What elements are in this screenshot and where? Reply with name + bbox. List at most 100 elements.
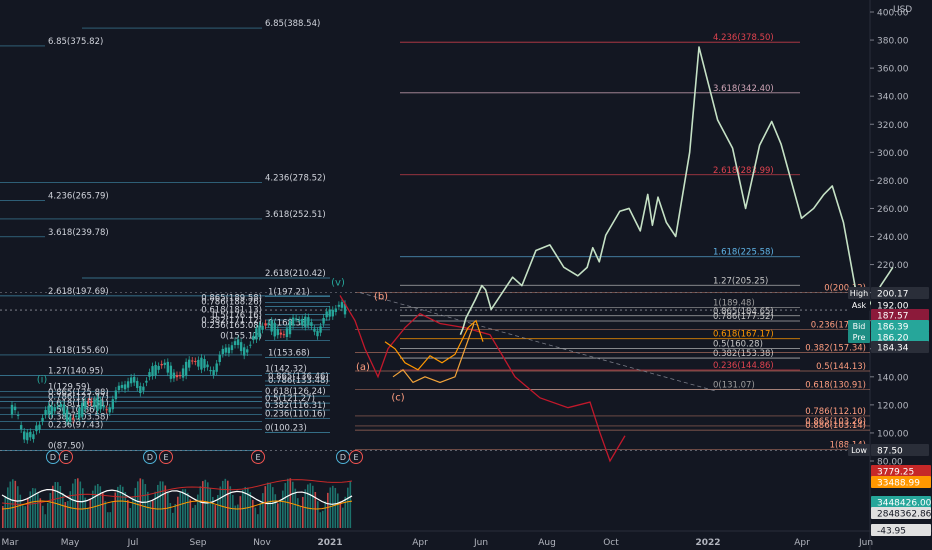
volume-bar	[144, 484, 147, 528]
price-badge-tag	[848, 320, 870, 332]
candle-body	[145, 380, 148, 383]
fib-level-label: 4.236(265.79)	[48, 191, 109, 201]
volume-bar	[262, 493, 264, 528]
price-badge-tag	[848, 444, 870, 456]
volume-bar	[279, 500, 282, 528]
volume-bar	[54, 482, 57, 528]
volume-bar	[339, 501, 342, 528]
volume-bar	[229, 486, 232, 528]
event-marker-circle	[159, 450, 173, 464]
volume-bar	[44, 514, 47, 528]
projection-fib-label: 0.5(160.28)	[713, 339, 763, 349]
candle-body	[99, 399, 102, 410]
fib-level-label: 0.618(116.31)	[48, 399, 109, 409]
volume-bar	[197, 494, 199, 528]
candle-body	[139, 386, 142, 394]
volume-bar	[312, 485, 314, 528]
candle-body	[230, 345, 234, 351]
candle-body	[175, 375, 179, 378]
volume-bar	[22, 505, 24, 528]
projection-fib-label: 2.618(283.99)	[713, 166, 774, 176]
volume-bar	[122, 486, 124, 528]
fib-level-label: 0(87.50)	[48, 441, 84, 451]
event-marker-label: E	[255, 453, 260, 462]
candle-body	[78, 408, 81, 418]
volume-bar	[79, 481, 82, 528]
volume-bar	[332, 485, 334, 528]
retrace-fib-label: 0.236(173.6)	[811, 321, 866, 331]
projection-fib-label: 1.618(225.58)	[713, 248, 774, 258]
candle-body	[32, 434, 35, 440]
fib-level-label: 0.618(126.24)	[265, 387, 326, 397]
volume-bar	[199, 486, 202, 528]
volume-bar	[239, 496, 242, 528]
volume-bar	[259, 502, 262, 528]
volume-bar	[284, 483, 287, 528]
x-tick-label: 2022	[695, 538, 720, 548]
volume-bar	[72, 483, 74, 528]
volume-bar	[209, 488, 212, 528]
fib-level-label: 0.382(171.12)	[201, 316, 262, 326]
candle-body	[117, 385, 121, 391]
y-tick-label: 400.00	[877, 9, 909, 19]
volume-bar	[32, 488, 34, 528]
fib-level-label: 0.236(165.08)	[201, 321, 262, 331]
volume-bar	[324, 501, 327, 528]
volume-bar	[9, 481, 12, 528]
candle-body	[181, 368, 185, 378]
candle-body	[56, 406, 60, 408]
candle-body	[307, 317, 310, 326]
volume-bar	[162, 481, 164, 528]
retrace-fib-label: 0(200.12)	[824, 283, 866, 293]
candle-body	[218, 354, 221, 362]
volume-bar	[107, 512, 109, 528]
fib-level-label: 0.786(188.26)	[201, 298, 262, 308]
x-tick-label: Sep	[190, 538, 207, 548]
volume-bar	[292, 481, 294, 528]
volume-bar	[264, 486, 267, 528]
candle-body	[227, 347, 231, 354]
volume-bar	[234, 505, 237, 528]
x-tick-label: Jun	[858, 538, 873, 548]
volume-bar	[119, 484, 122, 528]
fib-level-label: 1.618(155.60)	[48, 346, 109, 356]
candle-body	[126, 381, 130, 388]
y-tick-label: 140.00	[877, 373, 909, 383]
candle-body	[74, 415, 78, 417]
volume-bar	[74, 478, 77, 528]
x-tick-label: Nov	[253, 538, 271, 548]
fib-level-label: 1(129.59)	[48, 382, 90, 392]
fib-level-label: 0.236(110.16)	[265, 410, 326, 420]
candle-body	[50, 405, 53, 415]
retrace-fib-label: 0.618(130.91)	[805, 381, 866, 391]
volume-bar	[274, 494, 277, 528]
volume-bar	[159, 481, 162, 528]
volume-bar	[254, 507, 257, 528]
volume-bar	[4, 495, 7, 528]
candle-body	[26, 432, 29, 441]
volume-bar	[24, 506, 27, 528]
volume-bar	[267, 482, 269, 528]
event-marker-label: D	[50, 453, 56, 462]
y-tick-label: 380.00	[877, 37, 909, 47]
volume-bar	[307, 484, 309, 528]
candle-body	[325, 311, 328, 318]
candle-body	[172, 372, 176, 379]
candle-body	[282, 334, 286, 336]
volume-bar	[117, 486, 119, 528]
volume-bar	[62, 492, 64, 528]
event-marker-label: D	[147, 453, 153, 462]
volume-bar	[217, 494, 219, 528]
candle-body	[328, 309, 331, 317]
volume-bar	[227, 480, 229, 528]
candle-body	[242, 347, 246, 356]
volume-bar	[272, 487, 274, 528]
candle-body	[53, 407, 56, 412]
x-tick-label: May	[61, 538, 80, 548]
volume-bar	[269, 483, 272, 528]
candle-body	[47, 405, 50, 415]
indicator-line-white	[1, 488, 353, 505]
volume-bar	[124, 492, 127, 528]
